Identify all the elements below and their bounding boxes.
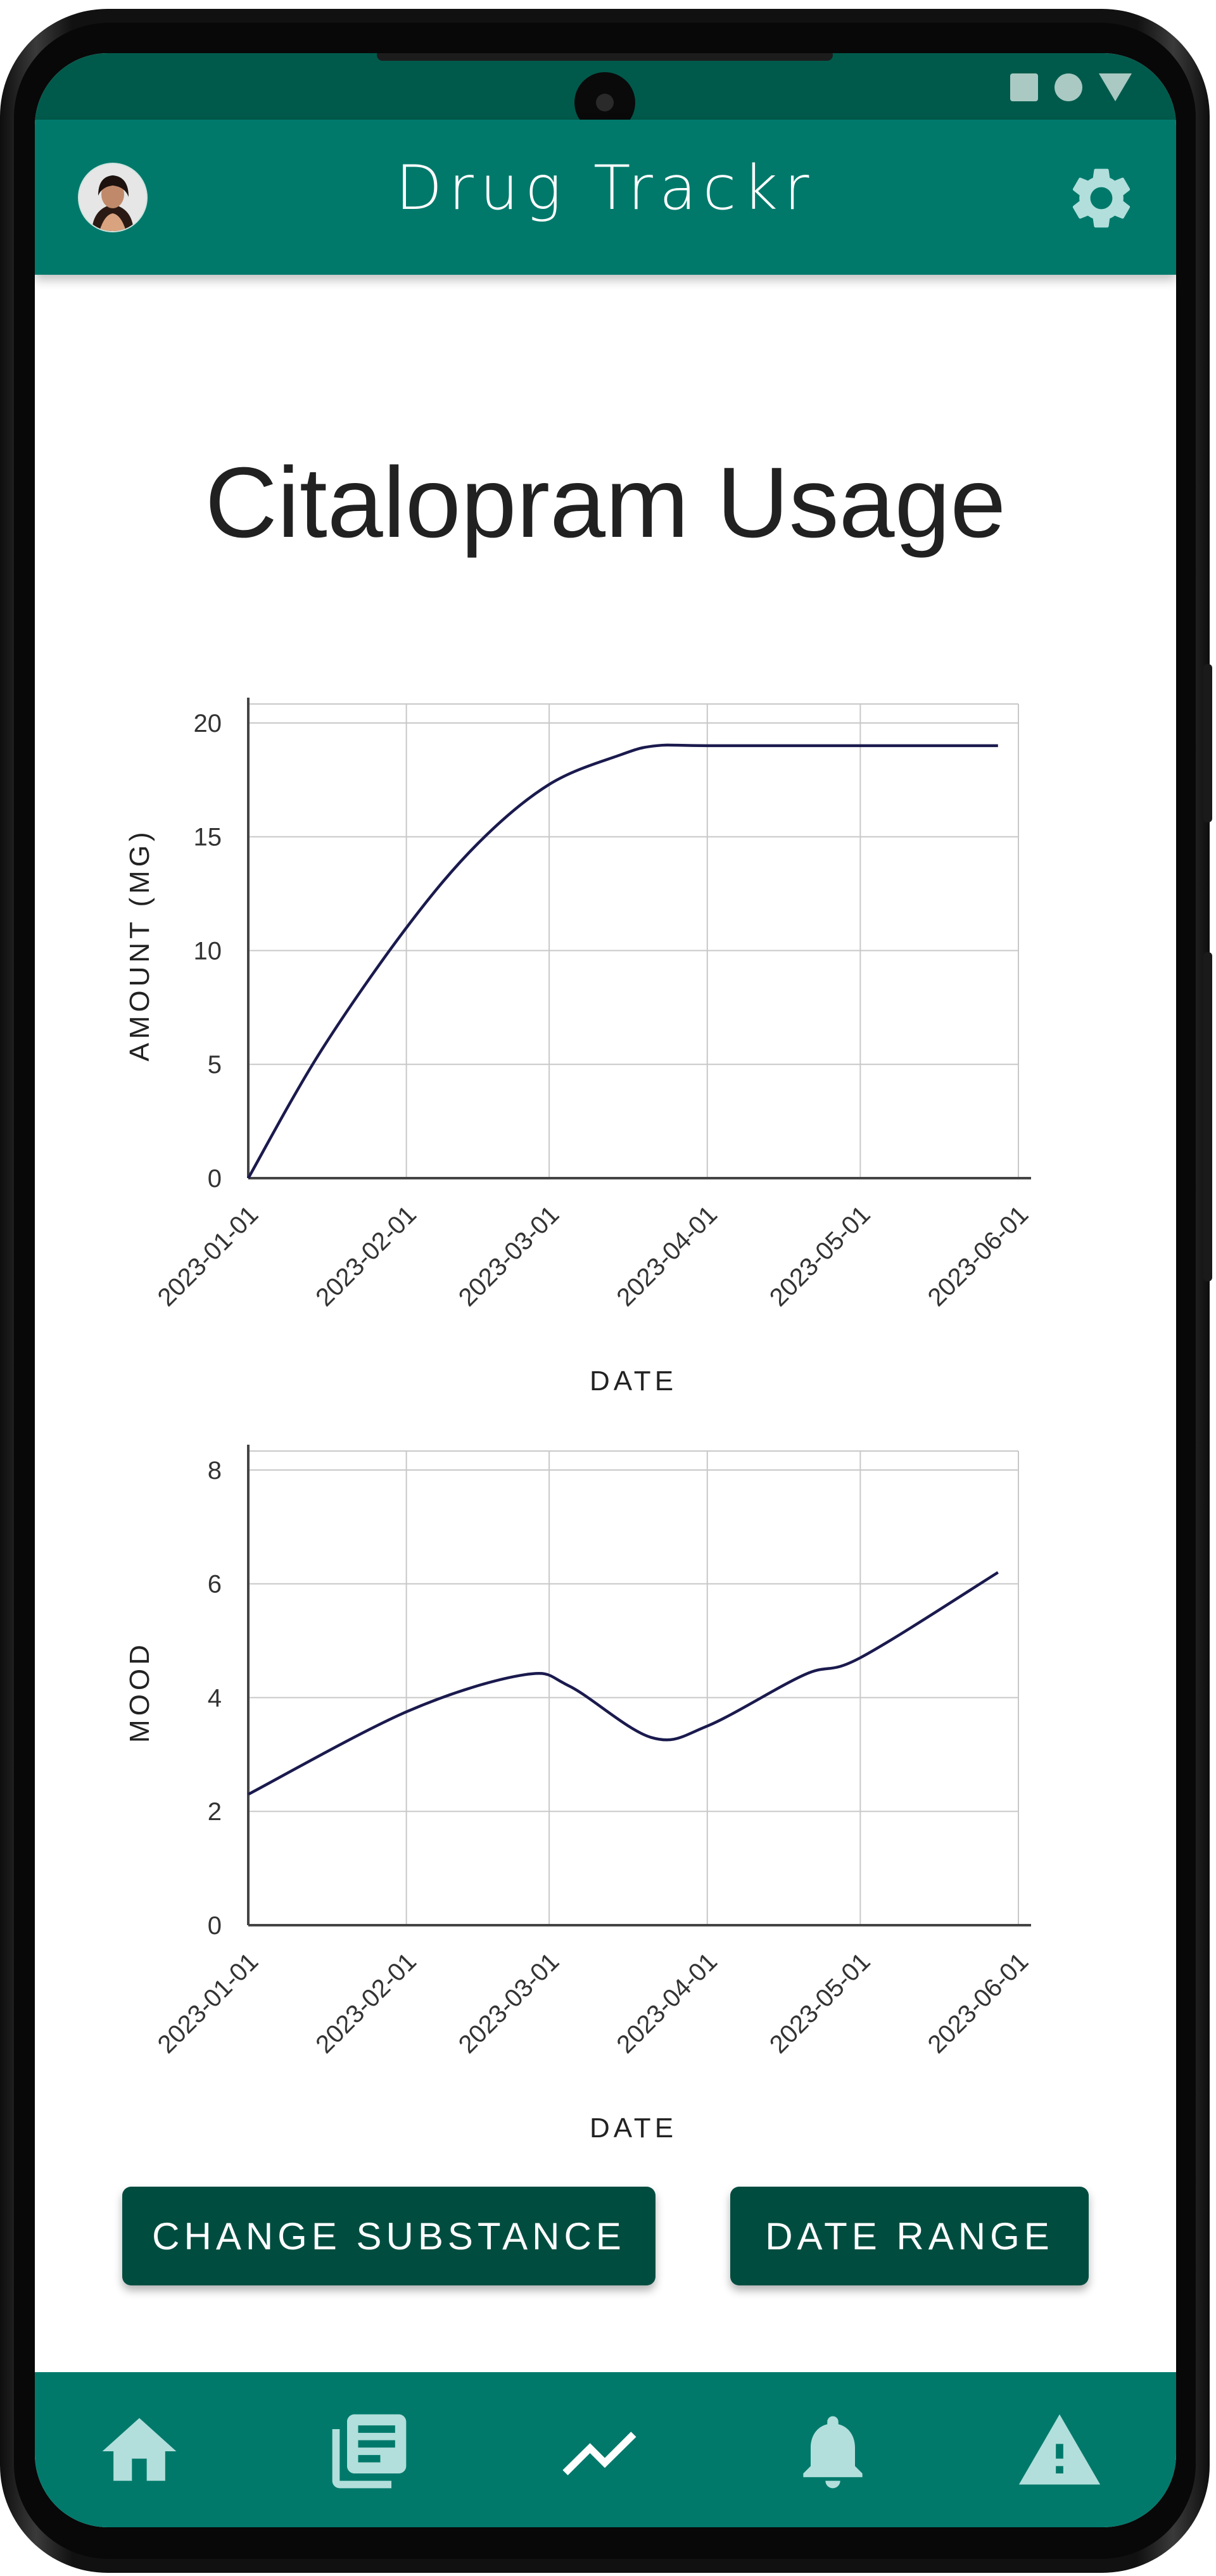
back-triangle-icon: [1099, 73, 1132, 101]
trending-icon: [562, 2432, 636, 2475]
nav-journal[interactable]: [325, 2407, 414, 2496]
app-title: Drug Trackr: [395, 153, 816, 223]
x-tick-label: 2023-01-01: [153, 1200, 264, 1312]
amount-chart: 0 5 10 15 20 2023-01-01 2023-02-01 2023-03-01 20…: [35, 648, 1176, 1427]
phone-frame: Drug Trackr Citalopram Usage 0 5 10 15 20 202…: [0, 9, 1212, 2573]
avatar-photo: [79, 164, 146, 231]
grid: [248, 703, 1019, 1178]
warning-icon: [1018, 2414, 1101, 2485]
y-tick-label: 10: [194, 937, 222, 965]
gear-icon: [1072, 168, 1130, 228]
nav-notifications[interactable]: [788, 2407, 877, 2496]
x-tick-label: 2023-03-01: [453, 1200, 565, 1312]
bottom-nav: [35, 2372, 1176, 2527]
y-tick-label: 15: [194, 824, 222, 851]
x-axis-label: DATE: [590, 1366, 677, 1397]
x-tick-label: 2023-04-01: [611, 1200, 723, 1312]
volume-button: [1203, 664, 1212, 822]
y-tick-label: 5: [208, 1051, 222, 1079]
x-tick-label: 2023-05-01: [764, 1200, 876, 1312]
series-line: [247, 1571, 999, 1796]
x-tick-label: 2023-01-01: [153, 1947, 264, 2059]
bell-icon: [803, 2416, 863, 2489]
mood-chart: 0 2 4 6 8 2023-01-01 2023-02-01 2023-03-01 2023-…: [35, 1395, 1176, 2174]
x-tick-label: 2023-02-01: [310, 1200, 422, 1312]
y-axis-label: MOOD: [124, 1641, 155, 1743]
home-icon: [102, 2418, 177, 2481]
x-axis-label: DATE: [590, 2113, 677, 2144]
nav-home[interactable]: [95, 2407, 184, 2496]
date-range-button[interactable]: DATE RANGE: [730, 2187, 1089, 2285]
home-circle-icon: [1054, 73, 1082, 101]
journal-icon: [332, 2414, 407, 2489]
nav-alerts[interactable]: [1015, 2407, 1104, 2496]
app-bar: Drug Trackr: [35, 120, 1176, 275]
status-icons: [1010, 73, 1132, 101]
x-tick-label: 2023-05-01: [764, 1947, 876, 2059]
series-line: [247, 743, 998, 1179]
y-tick-label: 2: [208, 1798, 222, 1826]
screen: Drug Trackr Citalopram Usage 0 5 10 15 20 202…: [35, 53, 1176, 2527]
x-tick-label: 2023-06-01: [923, 1947, 1034, 2059]
speaker-grille: [377, 53, 833, 61]
y-tick-label: 8: [208, 1457, 222, 1485]
grid: [248, 1450, 1019, 1925]
mood-chart-svg: 0 2 4 6 8 2023-01-01 2023-02-01 2023-03-01 2023-…: [124, 1445, 1034, 2144]
page-title: Citalopram Usage: [205, 447, 1006, 558]
x-tick-label: 2023-02-01: [310, 1947, 422, 2059]
y-tick-label: 6: [208, 1571, 222, 1599]
x-tick-label: 2023-06-01: [923, 1200, 1034, 1312]
x-tick-label: 2023-03-01: [453, 1947, 565, 2059]
y-axis-label: AMOUNT (MG): [124, 828, 155, 1061]
y-tick-label: 4: [208, 1684, 222, 1712]
y-tick-label: 0: [208, 1912, 222, 1940]
avatar[interactable]: [78, 163, 148, 232]
recent-apps-icon: [1010, 73, 1038, 101]
amount-chart-svg: 0 5 10 15 20 2023-01-01 2023-02-01 2023-03-01 20…: [124, 698, 1034, 1397]
power-button: [1203, 952, 1212, 1281]
y-tick-label: 0: [208, 1165, 222, 1193]
change-substance-button[interactable]: CHANGE SUBSTANCE: [122, 2187, 656, 2285]
x-tick-label: 2023-04-01: [611, 1947, 723, 2059]
status-bar: [35, 53, 1176, 133]
settings-button[interactable]: [1065, 161, 1138, 235]
y-tick-label: 20: [194, 710, 222, 738]
nav-trends[interactable]: [559, 2407, 647, 2496]
